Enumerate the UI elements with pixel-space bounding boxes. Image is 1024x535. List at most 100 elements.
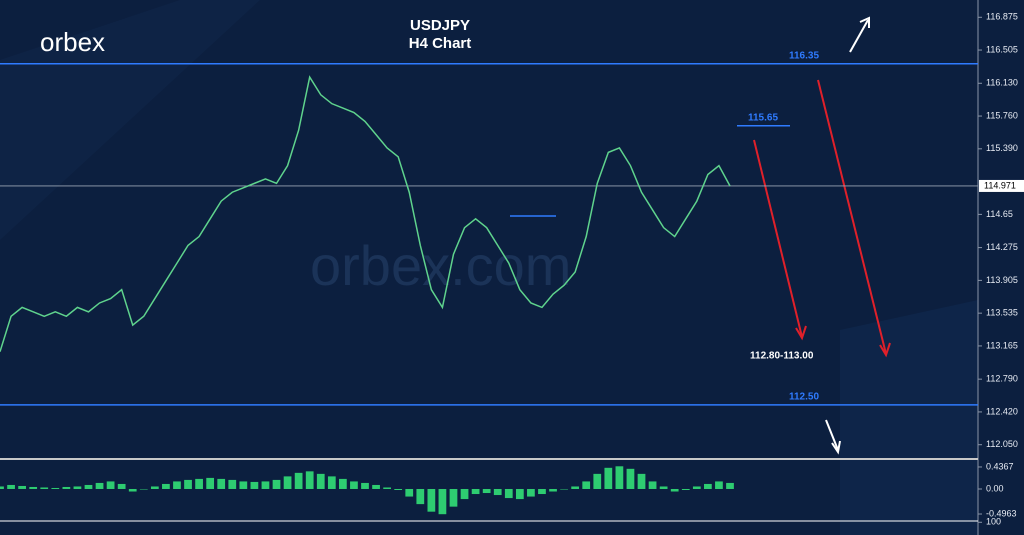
y-tick-label: 114.275 bbox=[986, 242, 1018, 252]
histogram-bar bbox=[715, 481, 723, 489]
histogram-bar bbox=[615, 466, 624, 489]
histogram-bar bbox=[228, 479, 237, 489]
histogram-bar bbox=[560, 488, 568, 490]
arrow-head bbox=[795, 325, 807, 341]
histogram-bar bbox=[217, 478, 226, 489]
histogram-bar bbox=[692, 486, 701, 489]
level-label: 115.65 bbox=[748, 112, 778, 123]
histogram-bar bbox=[659, 486, 668, 489]
histogram-bar bbox=[637, 473, 646, 489]
histogram-bar bbox=[128, 488, 137, 492]
arrow-head bbox=[879, 342, 891, 358]
histogram-bar bbox=[29, 486, 38, 489]
histogram-bar bbox=[704, 483, 712, 489]
histogram-bar bbox=[84, 484, 93, 489]
histogram-bar bbox=[283, 476, 292, 489]
histogram-bar bbox=[582, 481, 591, 489]
arrow bbox=[825, 419, 839, 451]
arrow-head bbox=[859, 16, 870, 28]
y-tick-label: 116.875 bbox=[986, 12, 1018, 22]
histogram-bar bbox=[95, 482, 104, 489]
histogram-bar bbox=[394, 488, 403, 490]
histogram-bar bbox=[51, 487, 60, 489]
histogram-bar bbox=[272, 479, 281, 489]
arrow-head bbox=[831, 440, 841, 455]
target-zone: 112.80-113.00 bbox=[750, 351, 814, 362]
decor bbox=[0, 0, 260, 240]
histogram-bar bbox=[350, 481, 358, 489]
histogram-bar bbox=[106, 481, 115, 489]
arrow bbox=[753, 139, 803, 338]
histogram-bar bbox=[195, 478, 203, 489]
histogram-bar bbox=[681, 488, 690, 490]
histogram-bar bbox=[150, 486, 159, 489]
histogram-bar bbox=[549, 488, 557, 492]
y-tick-label: 0.00 bbox=[986, 483, 1004, 493]
y-tick-label: 112.050 bbox=[986, 439, 1018, 449]
chart-subtitle: H4 Chart bbox=[409, 35, 472, 52]
decor bbox=[840, 300, 978, 535]
logo: orbex bbox=[40, 27, 105, 57]
y-tick-label: 116.505 bbox=[986, 44, 1018, 54]
histogram-bar bbox=[383, 487, 391, 489]
last-price-box bbox=[979, 179, 1024, 192]
y-tick-label: 114.65 bbox=[986, 209, 1013, 219]
histogram-bar bbox=[482, 488, 491, 494]
y-tick-label: 116.130 bbox=[986, 78, 1018, 88]
histogram-bar bbox=[327, 476, 336, 489]
histogram-bar bbox=[416, 488, 425, 505]
histogram-bar bbox=[339, 478, 347, 489]
level-label: 112.50 bbox=[789, 391, 819, 402]
histogram-bar bbox=[73, 486, 82, 489]
histogram-bar bbox=[316, 473, 325, 489]
histogram-bar bbox=[294, 472, 303, 489]
watermark: orbex.com bbox=[310, 234, 571, 297]
histogram-bar bbox=[648, 481, 657, 489]
y-tick-label: 113.535 bbox=[986, 308, 1018, 318]
histogram-bar bbox=[726, 482, 734, 489]
y-tick-label: 112.790 bbox=[986, 374, 1018, 384]
price-line bbox=[0, 75, 731, 352]
histogram-bar bbox=[18, 485, 26, 489]
arrow bbox=[849, 19, 869, 53]
histogram-bar bbox=[239, 481, 248, 489]
histogram-bar bbox=[261, 481, 270, 489]
histogram-bar bbox=[515, 488, 524, 500]
histogram-bar bbox=[604, 467, 613, 489]
histogram-bar bbox=[538, 488, 546, 495]
histogram-bar bbox=[670, 488, 679, 492]
histogram-bar bbox=[493, 488, 502, 496]
y-tick-label: 0.4367 bbox=[986, 461, 1014, 471]
histogram-bar bbox=[173, 481, 181, 489]
last-price-label: 114.971 bbox=[984, 180, 1016, 190]
histogram-bar bbox=[7, 484, 15, 489]
level-label: 116.35 bbox=[789, 50, 819, 61]
histogram-bar bbox=[527, 488, 535, 497]
histogram-bar bbox=[438, 488, 447, 515]
histogram-bar bbox=[372, 484, 380, 489]
histogram-bar bbox=[40, 487, 49, 489]
y-tick-label: 115.760 bbox=[986, 110, 1018, 120]
chart-title: USDJPY bbox=[410, 17, 470, 34]
histogram-bar bbox=[0, 486, 4, 489]
y-tick-label: 113.165 bbox=[986, 340, 1018, 350]
histogram-bar bbox=[361, 482, 369, 489]
histogram-bar bbox=[504, 488, 513, 499]
histogram-bar bbox=[62, 486, 71, 489]
y-tick-label: -0.4963 bbox=[986, 508, 1017, 518]
histogram-bar bbox=[184, 479, 192, 489]
arrows bbox=[753, 16, 891, 455]
histogram-bar bbox=[427, 488, 436, 512]
histogram-bar bbox=[162, 483, 170, 489]
y-tick-label: 100 bbox=[986, 517, 1001, 527]
histogram-bar bbox=[449, 488, 458, 507]
arrow bbox=[817, 79, 887, 355]
histogram-bar bbox=[460, 488, 469, 500]
histogram-bar bbox=[405, 488, 414, 497]
y-tick-label: 112.420 bbox=[986, 406, 1018, 416]
histogram-bar bbox=[206, 477, 215, 489]
y-tick-label: 115.390 bbox=[986, 143, 1018, 153]
histogram-bar bbox=[571, 486, 580, 489]
histogram-bar bbox=[250, 481, 259, 489]
